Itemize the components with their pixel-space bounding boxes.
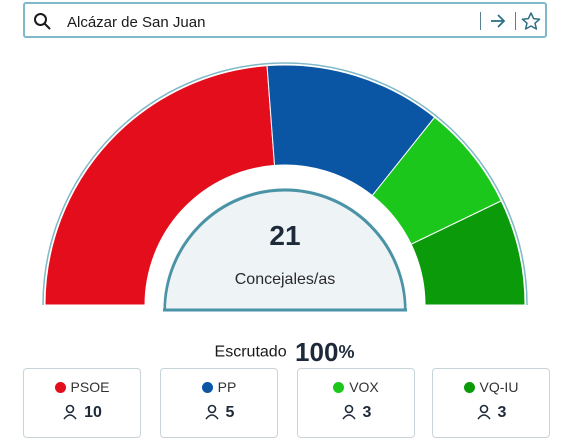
hemicycle-center [166, 192, 404, 311]
search-bar[interactable] [23, 2, 547, 38]
scrutiny-status: Escrutado 100% [0, 337, 569, 368]
separator [515, 12, 516, 30]
seat-count: 3 [497, 404, 507, 421]
seat-count: 5 [225, 404, 235, 421]
party-seats: 3 [433, 404, 549, 422]
hemicycle-inner-border [163, 188, 407, 311]
party-color-dot [463, 382, 475, 393]
seat-count: 10 [84, 404, 102, 421]
hemicycle-outline [42, 62, 528, 306]
person-icon [204, 404, 219, 420]
star-icon[interactable] [520, 11, 542, 31]
party-seats: 5 [161, 404, 277, 422]
person-icon [476, 404, 491, 420]
party-color-dot [201, 382, 213, 393]
party-card-vq-iu[interactable]: VQ-IU 3 [432, 368, 550, 438]
search-input[interactable] [65, 10, 469, 34]
scrutiny-label: Escrutado [214, 343, 287, 361]
hemicycle-chart [42, 62, 528, 313]
party-label: PSOE [70, 379, 110, 395]
party-name: VOX [298, 379, 414, 395]
party-card-psoe[interactable]: PSOE 10 [23, 368, 141, 438]
scrutiny-value: 100 [295, 337, 339, 367]
party-color-dot [333, 382, 345, 393]
party-label: VOX [349, 379, 379, 395]
separator [480, 12, 481, 30]
hemicycle-segment-psoe [44, 65, 276, 306]
party-name: PP [161, 379, 277, 395]
party-label: PP [217, 379, 237, 395]
party-color-dot [54, 382, 66, 393]
scrutiny-unit: % [338, 342, 355, 362]
total-seats: 21 [269, 220, 301, 251]
party-card-pp[interactable]: PP 5 [160, 368, 278, 438]
search-icon[interactable] [33, 12, 51, 30]
party-card-vox[interactable]: VOX 3 [297, 368, 415, 438]
seats-label: Concejales/as [234, 271, 336, 288]
seat-count: 3 [362, 404, 372, 421]
person-icon [341, 404, 356, 420]
hemicycle-segment-vq-iu [410, 200, 526, 306]
person-icon [63, 404, 77, 420]
party-label: VQ-IU [479, 379, 519, 395]
party-name: PSOE [24, 379, 140, 395]
party-seats: 10 [24, 404, 140, 422]
arrow-right-icon[interactable] [487, 11, 509, 31]
party-seats: 3 [298, 404, 414, 422]
party-name: VQ-IU [433, 379, 549, 395]
